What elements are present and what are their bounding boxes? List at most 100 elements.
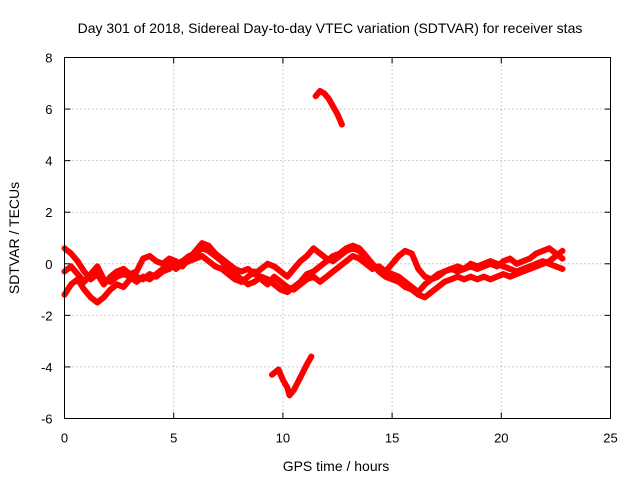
data-point-marker (421, 281, 428, 288)
data-point-marker (277, 278, 284, 285)
data-point-marker (94, 299, 101, 306)
data-point-marker (395, 273, 402, 280)
data-point-marker (493, 273, 500, 280)
data-point-marker (421, 294, 428, 301)
series-trace-c (61, 253, 566, 296)
data-point-marker (507, 265, 514, 272)
data-point-marker (349, 245, 356, 252)
data-point-marker (461, 265, 468, 272)
data-point-marker (133, 278, 140, 285)
data-point-marker (172, 265, 179, 272)
data-point-marker (461, 276, 468, 283)
data-point-marker (507, 255, 514, 262)
data-point-marker (421, 273, 428, 280)
data-point-marker (330, 268, 337, 275)
data-point-marker (369, 265, 376, 272)
data-point-marker (284, 273, 291, 280)
data-point-marker (526, 255, 533, 262)
chart-title: Day 301 of 2018, Sidereal Day-to-day VTE… (78, 20, 583, 36)
data-point-marker (284, 384, 291, 391)
data-point-marker (559, 265, 566, 272)
data-point-marker (238, 278, 245, 285)
data-point-marker (441, 268, 448, 275)
data-point-marker (277, 268, 284, 275)
data-point-marker (199, 240, 206, 247)
data-point-marker (264, 281, 271, 288)
x-tick-label: 5 (170, 431, 177, 446)
x-tick-label: 0 (61, 431, 68, 446)
data-point-marker (212, 250, 219, 257)
data-point-marker (166, 255, 173, 262)
data-point-marker (279, 376, 286, 383)
data-point-marker (330, 103, 337, 110)
y-tick-label: 0 (45, 257, 52, 272)
data-point-marker (268, 371, 275, 378)
data-point-marker (146, 276, 153, 283)
data-point-marker (513, 260, 520, 267)
data-point-marker (166, 260, 173, 267)
data-point-marker (480, 273, 487, 280)
data-point-marker (336, 263, 343, 270)
plot-frame (64, 57, 611, 419)
series-layer (61, 88, 566, 399)
data-point-marker (244, 273, 251, 280)
data-point-marker (297, 281, 304, 288)
data-point-marker (343, 247, 350, 254)
data-point-marker (317, 263, 324, 270)
data-point-marker (271, 281, 278, 288)
data-point-marker (493, 260, 500, 267)
data-point-marker (153, 271, 160, 278)
x-tick-label: 25 (603, 431, 617, 446)
data-point-marker (343, 258, 350, 265)
data-point-marker (303, 276, 310, 283)
data-point-marker (310, 273, 317, 280)
data-point-marker (317, 278, 324, 285)
data-point-marker (225, 260, 232, 267)
data-point-marker (474, 263, 481, 270)
data-point-marker (308, 353, 315, 360)
x-tick-label: 15 (385, 431, 399, 446)
data-point-marker (474, 276, 481, 283)
data-point-marker (238, 268, 245, 275)
data-point-marker (205, 258, 212, 265)
data-point-marker (244, 265, 251, 272)
data-point-marker (284, 283, 291, 290)
data-point-marker (179, 260, 186, 267)
data-point-marker (546, 245, 553, 252)
data-point-marker (559, 255, 566, 262)
data-point-marker (402, 247, 409, 254)
data-point-marker (520, 265, 527, 272)
data-point-marker (402, 278, 409, 285)
y-tick-label: -6 (41, 412, 53, 427)
data-point-marker (120, 271, 127, 278)
data-point-marker (507, 273, 514, 280)
data-point-marker (533, 260, 540, 267)
data-point-marker (140, 273, 147, 280)
data-point-marker (375, 263, 382, 270)
data-point-marker (552, 250, 559, 257)
data-point-marker (192, 255, 199, 262)
data-point-marker (448, 265, 455, 272)
data-point-marker (303, 253, 310, 260)
data-point-marker (415, 265, 422, 272)
data-point-marker (325, 95, 332, 102)
series-lower-excursion (268, 353, 315, 399)
data-point-marker (251, 278, 258, 285)
data-point-marker (94, 263, 101, 270)
data-point-marker (480, 260, 487, 267)
data-point-marker (552, 263, 559, 270)
data-point-marker (441, 278, 448, 285)
data-point-marker (87, 294, 94, 301)
data-point-marker (271, 263, 278, 270)
data-point-marker (81, 268, 88, 275)
data-point-marker (520, 258, 527, 265)
data-point-marker (415, 289, 422, 296)
data-point-marker (467, 260, 474, 267)
data-point-marker (428, 276, 435, 283)
data-point-marker (500, 271, 507, 278)
data-point-marker (172, 258, 179, 265)
data-point-marker (212, 263, 219, 270)
y-tick-label: -2 (41, 308, 53, 323)
data-point-marker (225, 271, 232, 278)
data-point-marker (205, 242, 212, 249)
